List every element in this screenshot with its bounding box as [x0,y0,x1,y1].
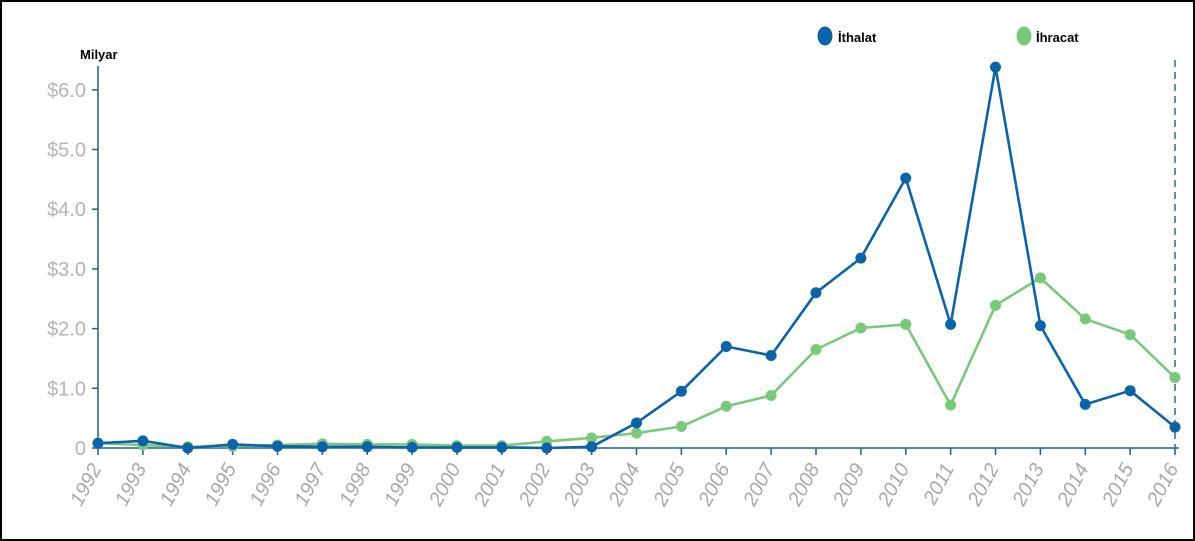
data-point-ihracat[interactable] [1079,313,1091,325]
legend: İthalat İhracat [817,26,1079,46]
x-tick-label: 2014 [1053,460,1094,511]
y-tick-label: $4.0 [47,199,86,221]
x-tick-label: 2005 [649,459,690,510]
x-tick-label: 1997 [290,459,331,509]
legend-label[interactable]: İhracat [1036,30,1079,45]
x-tick-label: 1994 [156,460,196,510]
data-point-ithalat[interactable] [182,442,194,454]
x-tick-label: 2008 [784,460,825,511]
x-tick-label: 2002 [514,460,555,511]
x-tick-label: 1996 [246,459,287,509]
y-unit-label: Milyar [80,47,118,62]
data-point-ithalat[interactable] [900,172,912,184]
data-point-ihracat[interactable] [586,432,598,444]
data-point-ithalat[interactable] [92,437,104,449]
data-point-ithalat[interactable] [720,341,732,353]
data-point-ithalat[interactable] [990,61,1001,73]
data-point-ihracat[interactable] [855,322,867,334]
data-point-ihracat[interactable] [1169,372,1181,384]
data-point-ithalat[interactable] [1079,398,1091,410]
x-tick-label: 1999 [380,460,420,510]
data-point-ithalat[interactable] [361,441,373,453]
data-point-ithalat[interactable] [810,287,822,299]
x-tick-label: 2001 [470,460,511,511]
data-point-ithalat[interactable] [541,442,553,454]
x-tick-label: 2015 [1098,459,1139,510]
axes [96,59,1179,449]
x-ticks: 1992 1993 1994 1995 1996 1997 1998 1999 2000 2001… [66,448,1184,511]
data-point-ithalat[interactable] [272,440,283,452]
y-tick-label: $1.0 [47,378,86,400]
series-points [92,61,1181,454]
y-tick-label: $5.0 [47,140,86,162]
series-line-ithalat [97,65,1176,450]
data-point-ithalat[interactable] [855,252,867,264]
data-point-ihracat[interactable] [1034,272,1046,284]
x-tick-label: 2011 [919,460,959,509]
data-point-ihracat[interactable] [675,421,687,433]
x-tick-label: 2000 [425,460,466,511]
data-point-ithalat[interactable] [1034,320,1046,332]
data-point-ithalat[interactable] [675,385,687,397]
x-tick-label: 1992 [66,460,106,510]
series-lines [97,65,1176,450]
x-tick-label: 2016 [1143,459,1184,510]
data-point-ithalat[interactable] [451,441,463,453]
legend-swatch[interactable] [817,26,833,46]
y-tick-label: $2.0 [47,319,86,341]
data-point-ithalat[interactable] [496,441,508,453]
data-point-ihracat[interactable] [810,343,822,355]
data-point-ithalat[interactable] [631,417,642,429]
data-point-ithalat[interactable] [945,318,957,330]
data-point-ihracat[interactable] [990,299,1001,311]
data-point-ihracat[interactable] [1124,329,1136,341]
data-point-ithalat[interactable] [1169,421,1181,433]
x-tick-label: 1993 [111,460,151,510]
x-tick-label: 2006 [694,459,735,510]
data-point-ithalat[interactable] [137,435,149,447]
data-point-ithalat[interactable] [586,441,598,453]
y-tick-label: $6.0 [47,80,86,102]
data-point-ithalat[interactable] [765,349,777,361]
data-point-ithalat[interactable] [1124,385,1136,397]
x-tick-label: 2004 [604,460,645,511]
y-ticks: 0 $1.0 $2.0 $3.0 $4.0 $5.0 $6.0 [47,80,98,460]
x-tick-label: 2013 [1008,460,1049,511]
x-tick-label: 2007 [739,459,780,510]
y-tick-label: 0 [75,438,86,460]
data-point-ihracat[interactable] [720,400,732,412]
data-point-ihracat[interactable] [945,399,957,411]
data-point-ithalat[interactable] [227,438,239,450]
data-point-ithalat[interactable] [316,441,328,453]
legend-label[interactable]: İthalat [838,30,877,45]
data-point-ithalat[interactable] [406,441,418,453]
x-tick-label: 2012 [963,460,1004,511]
x-tick-label: 1998 [335,460,375,510]
data-point-ihracat[interactable] [900,318,912,330]
legend-swatch[interactable] [1016,26,1032,46]
x-tick-label: 1995 [201,459,242,509]
x-tick-label: 2010 [873,460,914,511]
data-point-ihracat[interactable] [631,427,642,439]
data-point-ihracat[interactable] [765,389,777,401]
x-tick-label: 2003 [559,460,600,511]
y-tick-label: $3.0 [47,259,86,281]
x-tick-label: 2009 [829,460,870,511]
